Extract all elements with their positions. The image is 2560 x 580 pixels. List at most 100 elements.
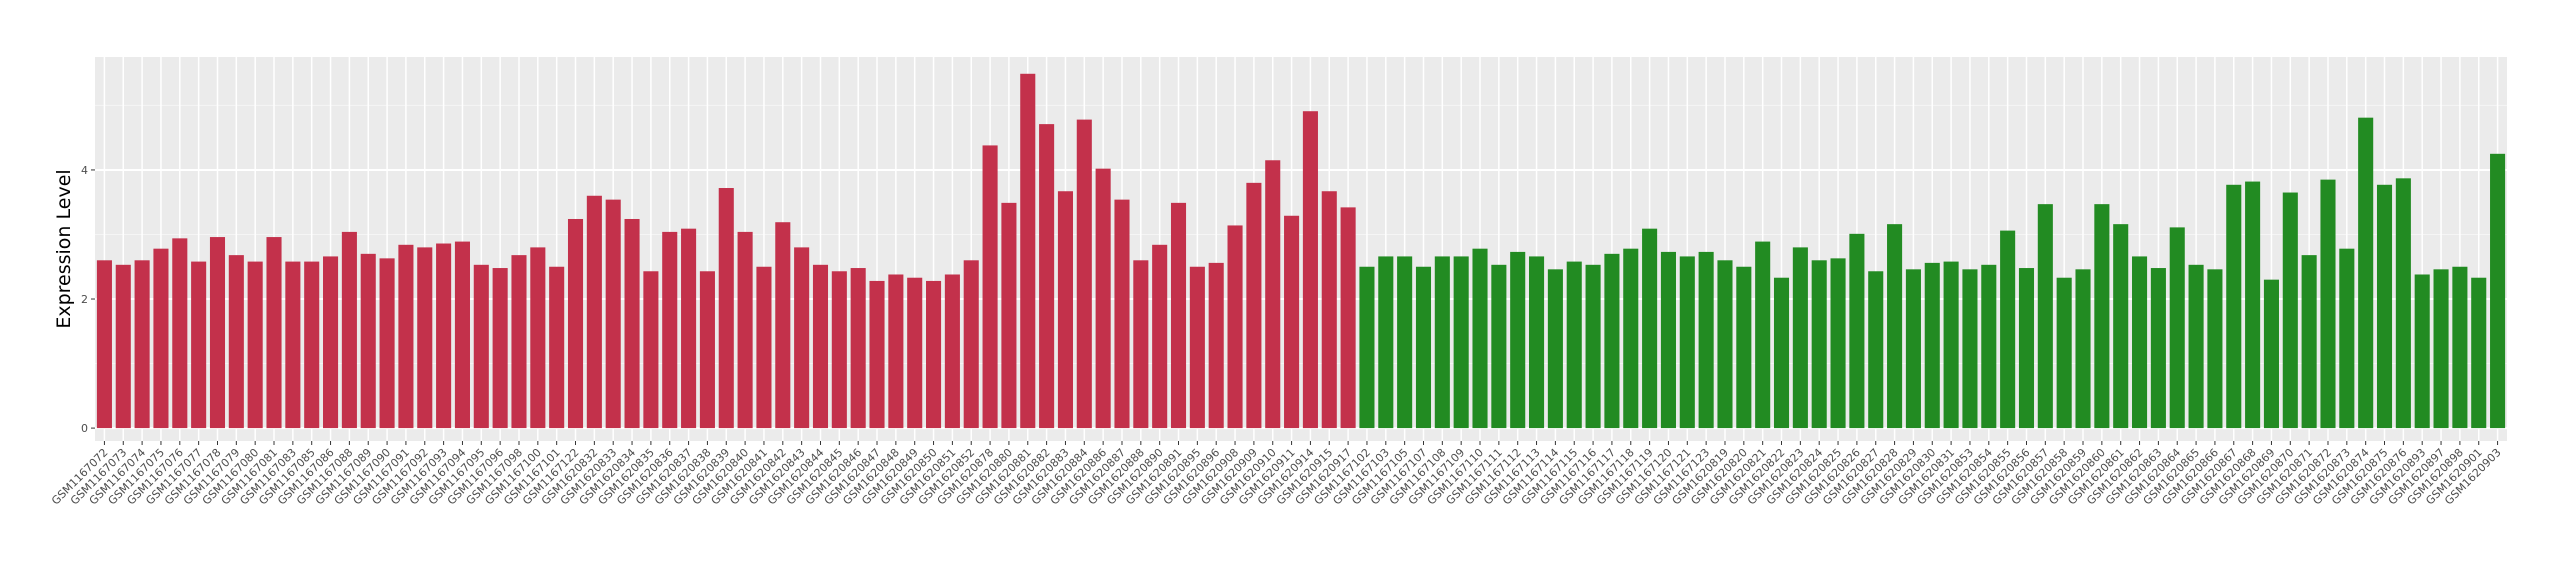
bar bbox=[247, 261, 263, 429]
bar bbox=[718, 188, 734, 429]
bar bbox=[1133, 260, 1149, 429]
bar bbox=[96, 260, 112, 429]
bar bbox=[1170, 202, 1187, 429]
bar bbox=[360, 253, 376, 429]
bar bbox=[1887, 224, 1903, 429]
bar bbox=[2094, 204, 2110, 429]
bar bbox=[2433, 269, 2449, 429]
bar bbox=[379, 258, 395, 429]
bar bbox=[1849, 233, 1865, 429]
bar bbox=[1340, 207, 1356, 429]
bar bbox=[1057, 191, 1073, 429]
bar bbox=[775, 222, 791, 429]
bar bbox=[1152, 244, 1168, 429]
y-tick-label: 4 bbox=[81, 164, 88, 177]
bar bbox=[1095, 168, 1111, 429]
bar bbox=[417, 247, 433, 429]
bar bbox=[1547, 269, 1563, 429]
bar bbox=[756, 266, 772, 429]
bar bbox=[436, 243, 452, 429]
bar bbox=[191, 261, 207, 429]
bar bbox=[134, 260, 150, 429]
bar bbox=[1378, 256, 1394, 429]
bar bbox=[1623, 248, 1639, 429]
y-tick-label: 2 bbox=[81, 293, 88, 306]
bar bbox=[530, 247, 546, 429]
bar bbox=[1076, 119, 1092, 429]
bar bbox=[643, 271, 659, 429]
bar bbox=[2226, 184, 2242, 429]
bar bbox=[398, 244, 414, 429]
bar bbox=[2320, 179, 2336, 429]
y-tick-label: 0 bbox=[81, 422, 88, 435]
bar bbox=[944, 274, 960, 429]
bar bbox=[1566, 261, 1582, 429]
bar bbox=[737, 231, 753, 429]
bar bbox=[2132, 256, 2148, 429]
bar bbox=[1679, 256, 1695, 429]
bar bbox=[1510, 251, 1526, 429]
bar bbox=[869, 280, 885, 429]
bar bbox=[1265, 160, 1281, 429]
bar bbox=[2452, 266, 2468, 429]
bar bbox=[209, 237, 226, 429]
bar bbox=[1868, 271, 1884, 429]
bar bbox=[1792, 247, 1808, 429]
bar bbox=[1114, 199, 1130, 429]
bar bbox=[794, 247, 810, 429]
bar bbox=[982, 145, 998, 429]
bar bbox=[1039, 124, 1055, 429]
bar bbox=[1284, 215, 1300, 429]
bar bbox=[1773, 277, 1790, 429]
bar bbox=[1905, 269, 1921, 429]
bar bbox=[1472, 248, 1488, 429]
bar bbox=[624, 218, 640, 429]
bar bbox=[492, 268, 508, 429]
bar bbox=[1830, 258, 1846, 429]
bar bbox=[2207, 269, 2223, 429]
bar bbox=[586, 195, 602, 429]
bar bbox=[1453, 256, 1469, 429]
bar bbox=[831, 271, 847, 429]
bar bbox=[2339, 248, 2355, 429]
bar bbox=[153, 248, 169, 429]
bar bbox=[473, 264, 489, 429]
bar bbox=[2282, 192, 2298, 429]
bar bbox=[1397, 256, 1413, 429]
bar bbox=[2490, 153, 2506, 429]
bar bbox=[2018, 268, 2035, 429]
bar bbox=[172, 238, 188, 429]
bar bbox=[907, 277, 923, 429]
bar bbox=[1020, 73, 1036, 429]
bar bbox=[1434, 256, 1450, 429]
bar bbox=[2169, 227, 2185, 429]
bar bbox=[812, 264, 829, 429]
y-axis-label: Expression Level bbox=[53, 169, 75, 328]
bar bbox=[304, 261, 320, 429]
bar bbox=[1698, 251, 1714, 429]
bar bbox=[2471, 277, 2487, 429]
bar bbox=[605, 199, 621, 429]
bar bbox=[963, 260, 979, 429]
bar bbox=[1321, 191, 1337, 429]
bar bbox=[2395, 178, 2411, 429]
bar bbox=[2075, 269, 2091, 429]
bar bbox=[1943, 261, 1959, 429]
bar bbox=[266, 237, 282, 429]
bar bbox=[1755, 241, 1771, 429]
bar bbox=[285, 261, 301, 429]
bar bbox=[2056, 277, 2072, 429]
bar bbox=[454, 241, 470, 429]
bar bbox=[1981, 264, 1997, 429]
bar bbox=[2376, 184, 2393, 429]
bar bbox=[1811, 260, 1827, 429]
bar bbox=[2037, 204, 2053, 429]
bar bbox=[1491, 264, 1507, 429]
bar bbox=[2358, 117, 2374, 429]
bar bbox=[2150, 268, 2166, 429]
bar bbox=[1001, 202, 1017, 429]
bar bbox=[567, 218, 584, 429]
bar bbox=[1529, 256, 1545, 429]
bar bbox=[341, 231, 357, 429]
